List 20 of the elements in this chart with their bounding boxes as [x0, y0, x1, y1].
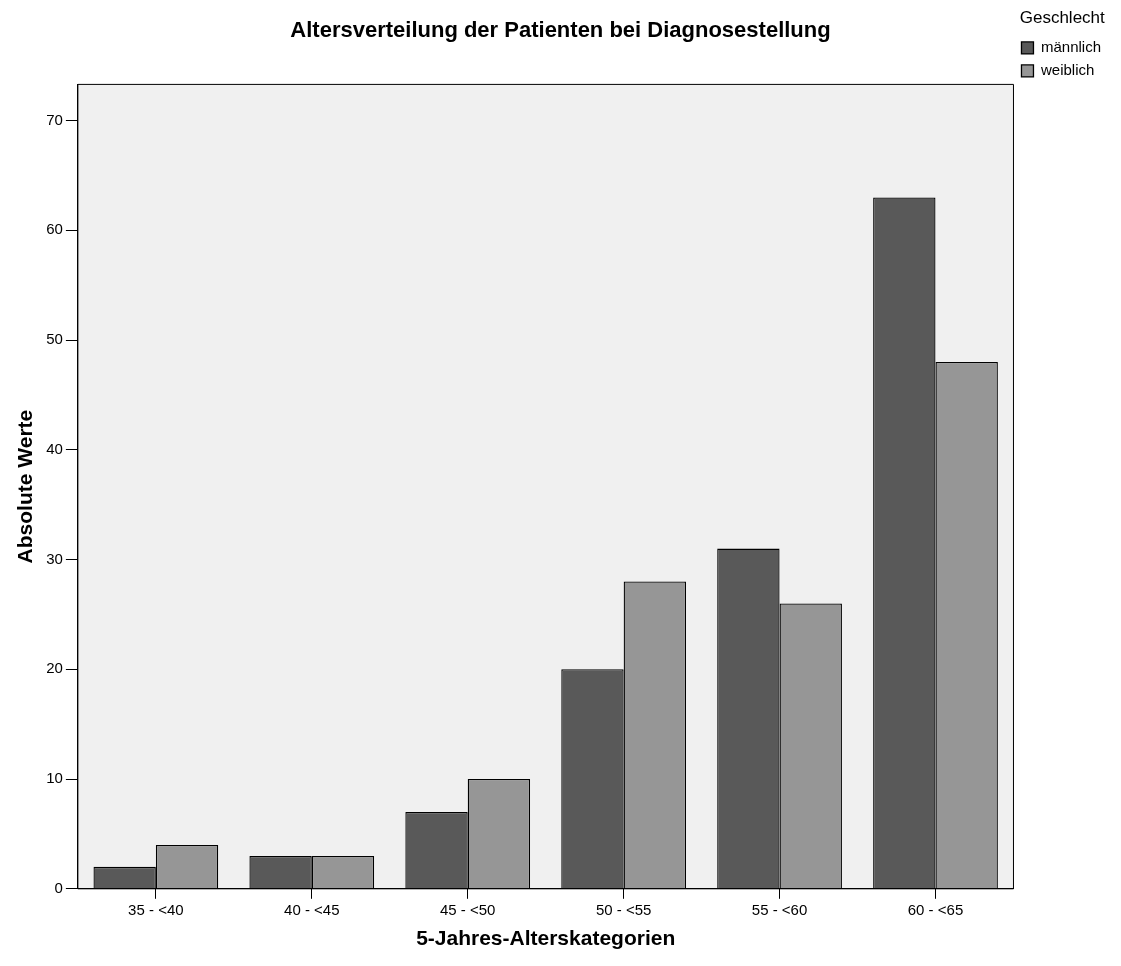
- x-tick-label: 55 - <60: [751, 900, 808, 918]
- x-tick-label: 60 - <65: [907, 900, 964, 918]
- legend-label: männlich: [1040, 38, 1101, 56]
- y-tick-label: 60: [46, 220, 63, 238]
- x-axis-title: 5-Jahres-Alterskategorien: [416, 926, 676, 950]
- x-tick-label: 45 - <50: [439, 900, 496, 918]
- chart-title: Altersverteilung der Patienten bei Diagnosestellung: [290, 17, 831, 43]
- x-tick-label: 50 - <55: [595, 900, 652, 918]
- y-tick-label: 0: [54, 878, 63, 896]
- y-tick-label: 10: [46, 769, 63, 787]
- legend-label: weiblich: [1039, 61, 1095, 79]
- y-tick-label: 70: [46, 110, 63, 128]
- y-tick-label: 30: [46, 549, 63, 567]
- x-tick-label: 35 - <40: [128, 900, 184, 918]
- y-tick-label: 20: [46, 659, 63, 677]
- y-axis-title: Absolute Werte: [13, 409, 37, 564]
- legend-title: Geschlecht: [1019, 8, 1106, 28]
- y-tick-label: 50: [46, 330, 63, 348]
- y-tick-label: 40: [46, 439, 63, 457]
- x-tick-label: 40 - <45: [284, 900, 340, 918]
